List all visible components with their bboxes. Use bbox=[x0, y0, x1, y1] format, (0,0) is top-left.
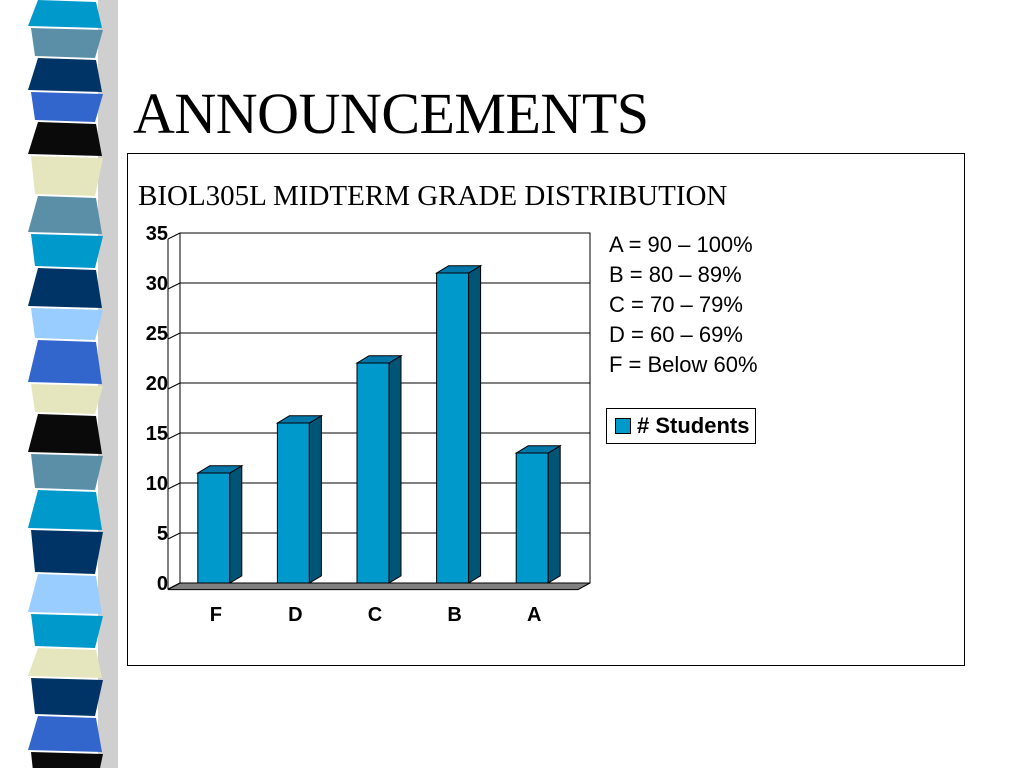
bar-top bbox=[275, 415, 324, 424]
stripe-segment bbox=[31, 454, 103, 490]
stripe-segment bbox=[31, 752, 103, 768]
chart-legend: # Students bbox=[606, 408, 757, 444]
grade-scale-notes: A = 90 – 100% B = 80 – 89% C = 70 – 79% … bbox=[609, 230, 758, 380]
bar-front bbox=[276, 422, 310, 584]
stripe-segment bbox=[28, 58, 102, 92]
y-tick-label: 25 bbox=[146, 323, 168, 345]
gridline-depth bbox=[167, 282, 181, 290]
grade-scale-note-b: B = 80 – 89% bbox=[609, 262, 742, 287]
bar-side bbox=[547, 444, 561, 584]
stripe-segment bbox=[31, 384, 103, 414]
stripe-segment bbox=[28, 574, 102, 614]
stripe-segment bbox=[31, 614, 103, 648]
bar-c bbox=[355, 354, 403, 584]
bar-top bbox=[355, 355, 403, 364]
grade-scale-note-a: A = 90 – 100% bbox=[609, 232, 753, 257]
legend-swatch bbox=[615, 418, 631, 434]
gridline-depth bbox=[167, 332, 181, 340]
stripe-segment bbox=[31, 234, 103, 268]
bar-d bbox=[275, 414, 324, 584]
grade-scale-note-c: C = 70 – 79% bbox=[609, 292, 743, 317]
bar-front bbox=[436, 272, 470, 584]
stripe-segment bbox=[31, 92, 103, 122]
bar-top bbox=[195, 465, 244, 474]
stripe-segment bbox=[28, 196, 102, 234]
y-tick-label: 30 bbox=[146, 273, 168, 295]
stripe-segment bbox=[28, 414, 102, 454]
bar-front bbox=[356, 362, 390, 584]
decorative-stripe-bar bbox=[28, 0, 118, 768]
bar-chart: 0 5 10 15 20 25 30 35 F D C B A bbox=[146, 223, 591, 626]
stripe-segment bbox=[28, 716, 102, 752]
gridline-depth bbox=[167, 432, 181, 440]
stripe-segment bbox=[28, 268, 102, 308]
stripe-segment bbox=[31, 678, 103, 716]
y-tick-label: 35 bbox=[146, 223, 168, 245]
x-tick-label: B bbox=[447, 604, 461, 626]
bar-side bbox=[229, 464, 243, 584]
stripe-segment bbox=[28, 340, 102, 384]
chart-title: BIOL305L MIDTERM GRADE DISTRIBUTION bbox=[138, 180, 728, 212]
stripe-segment bbox=[31, 156, 103, 196]
bar-front bbox=[197, 472, 231, 584]
bar-front bbox=[515, 452, 549, 584]
stripe-segment bbox=[31, 28, 103, 58]
stripe-segment bbox=[31, 530, 103, 574]
y-tick-label: 5 bbox=[157, 523, 168, 545]
chart-floor bbox=[167, 582, 591, 591]
x-tick-label: C bbox=[368, 604, 382, 626]
bar-a bbox=[514, 444, 563, 584]
bar-f bbox=[195, 464, 244, 584]
gridline-depth bbox=[167, 482, 181, 490]
chart-frame: BIOL305L MIDTERM GRADE DISTRIBUTION 0 5 10… bbox=[127, 153, 965, 666]
gridline-depth bbox=[167, 382, 181, 390]
y-tick-label: 10 bbox=[146, 473, 168, 495]
stripe-segment bbox=[28, 490, 102, 530]
bar-side bbox=[388, 354, 402, 584]
grade-scale-note-f: F = Below 60% bbox=[609, 352, 758, 377]
y-tick-label: 15 bbox=[146, 423, 168, 445]
bar-side bbox=[468, 264, 482, 584]
gridline-depth bbox=[167, 232, 181, 240]
x-tick-label: F bbox=[210, 604, 222, 626]
grade-scale-note-d: D = 60 – 69% bbox=[609, 322, 743, 347]
slide-title: ANNOUNCEMENTS bbox=[133, 81, 649, 146]
bar-top bbox=[514, 445, 563, 454]
stripe-segment bbox=[28, 122, 102, 156]
gridline-depth bbox=[167, 532, 181, 540]
bar-top bbox=[434, 265, 483, 274]
stripe-segment bbox=[28, 648, 102, 678]
y-tick-label: 20 bbox=[146, 373, 168, 395]
stripe-segment bbox=[31, 308, 103, 340]
y-tick-label: 0 bbox=[157, 573, 168, 595]
x-tick-label: D bbox=[288, 604, 302, 626]
bar-b bbox=[434, 264, 483, 584]
bar-side bbox=[308, 414, 322, 584]
stripe-segment bbox=[28, 0, 102, 28]
legend-series-label: # Students bbox=[637, 413, 750, 438]
x-tick-label: A bbox=[527, 604, 541, 626]
gridline-depth bbox=[167, 582, 181, 590]
